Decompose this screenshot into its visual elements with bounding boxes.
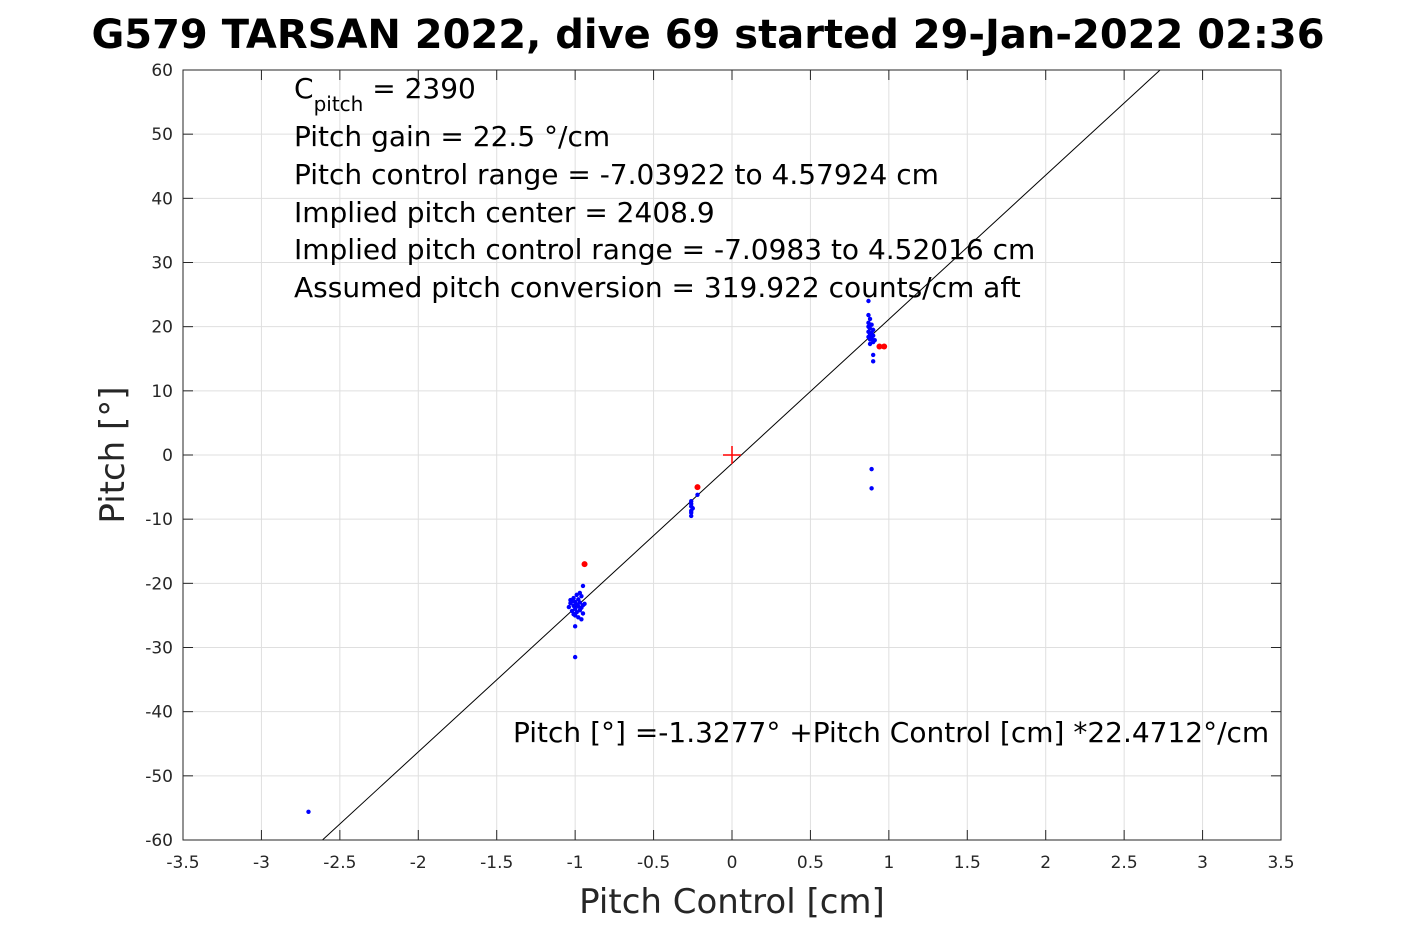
tick-marks — [182, 69, 1282, 841]
x-tick-label: 2 — [1040, 853, 1051, 873]
data-point-blue — [867, 316, 873, 322]
y-tick-label: -10 — [145, 510, 173, 530]
data-point-blue — [695, 492, 700, 497]
data-point-blue — [566, 604, 572, 610]
data-point-blue — [870, 352, 876, 358]
data-point-blue — [580, 583, 586, 589]
annotation-fit-equation: Pitch [°] =-1.3277° +Pitch Control [cm] … — [513, 716, 1269, 749]
y-tick-label: -40 — [145, 703, 173, 723]
chart-title: G579 TARSAN 2022, dive 69 started 29-Jan… — [91, 12, 1324, 58]
data-point-red — [876, 343, 883, 350]
x-tick-label: -0.5 — [637, 853, 670, 873]
y-tick-label: 30 — [151, 254, 173, 274]
annotation-c-pitch: Cpitch = 2390 — [294, 72, 476, 116]
y-tick-label: -60 — [145, 831, 173, 851]
annotation-control-range: Pitch control range = -7.03922 to 4.5792… — [294, 158, 939, 191]
y-tick-label: -50 — [145, 767, 173, 787]
data-point-blue — [579, 593, 584, 599]
data-point-blue — [867, 337, 873, 342]
c-pitch-subscript: pitch — [314, 92, 364, 116]
annotation-pitch-gain: Pitch gain = 22.5 °/cm — [294, 120, 610, 153]
x-tick-label: -1 — [567, 853, 584, 873]
data-point-red — [881, 343, 888, 350]
data-point-blue — [582, 601, 587, 607]
center-marker-layer — [723, 446, 741, 464]
fit-line — [322, 69, 1161, 841]
y-axis-label: Pitch [°] — [93, 386, 133, 523]
data-point-blue — [571, 611, 576, 617]
x-tick-label: 1.5 — [954, 853, 981, 873]
x-tick-label: 2.5 — [1111, 853, 1138, 873]
data-point-blue — [870, 359, 876, 364]
y-tick-label: 40 — [151, 189, 173, 209]
data-point-blue — [572, 654, 578, 660]
data-point-blue — [866, 298, 871, 304]
y-tick-label: -30 — [145, 639, 173, 659]
y-tick-label: 60 — [151, 61, 173, 81]
data-point-blue — [580, 611, 586, 616]
x-tick-label: -3 — [253, 853, 270, 873]
grid-lines — [182, 69, 1282, 841]
annotation-implied-center: Implied pitch center = 2408.9 — [294, 196, 715, 229]
data-point-blue — [579, 617, 584, 622]
data-point-blue — [574, 592, 579, 598]
y-tick-label: 50 — [151, 125, 173, 145]
c-pitch-symbol: C — [294, 72, 314, 105]
data-point-blue — [689, 513, 694, 519]
data-point-blue — [568, 601, 573, 606]
x-tick-label: 3.5 — [1267, 853, 1294, 873]
data-point-blue — [869, 466, 874, 472]
data-point-blue — [689, 510, 694, 515]
x-tick-label: 0 — [727, 853, 738, 873]
scatter-points-layer — [306, 298, 888, 814]
data-point-red — [581, 561, 588, 568]
x-tick-label: 1 — [883, 853, 894, 873]
data-point-blue — [572, 624, 578, 629]
data-point-blue — [568, 597, 573, 603]
data-point-blue — [869, 486, 874, 491]
x-tick-label: 3 — [1197, 853, 1208, 873]
x-tick-label: -2 — [410, 853, 427, 873]
y-tick-label: 10 — [151, 382, 173, 402]
c-pitch-value: = 2390 — [363, 72, 476, 105]
y-tick-label: 20 — [151, 318, 173, 338]
x-axis-label: Pitch Control [cm] — [579, 882, 885, 922]
data-point-red — [694, 484, 701, 491]
x-tick-label: -1.5 — [480, 853, 513, 873]
y-tick-label: 0 — [162, 446, 173, 466]
x-tick-labels: -3.5 -3 -2.5 -2 -1.5 -1 -0.5 0 0.5 1 1.5 2 2.5 3 3.5 — [166, 853, 1294, 873]
data-point-blue — [866, 312, 871, 318]
annotation-implied-range: Implied pitch control range = -7.0983 to… — [294, 233, 1035, 266]
annotation-conversion: Assumed pitch conversion = 319.922 count… — [294, 271, 1021, 304]
data-point-blue — [306, 809, 311, 814]
x-tick-label: 0.5 — [797, 853, 824, 873]
data-point-blue — [867, 341, 873, 347]
y-tick-labels: -60 -50 -40 -30 -20 -10 0 10 20 30 40 50 60 — [145, 61, 173, 851]
fit-line-layer — [322, 69, 1161, 841]
y-tick-label: -20 — [145, 574, 173, 594]
x-tick-label: -2.5 — [323, 853, 356, 873]
x-tick-label: -3.5 — [166, 853, 199, 873]
